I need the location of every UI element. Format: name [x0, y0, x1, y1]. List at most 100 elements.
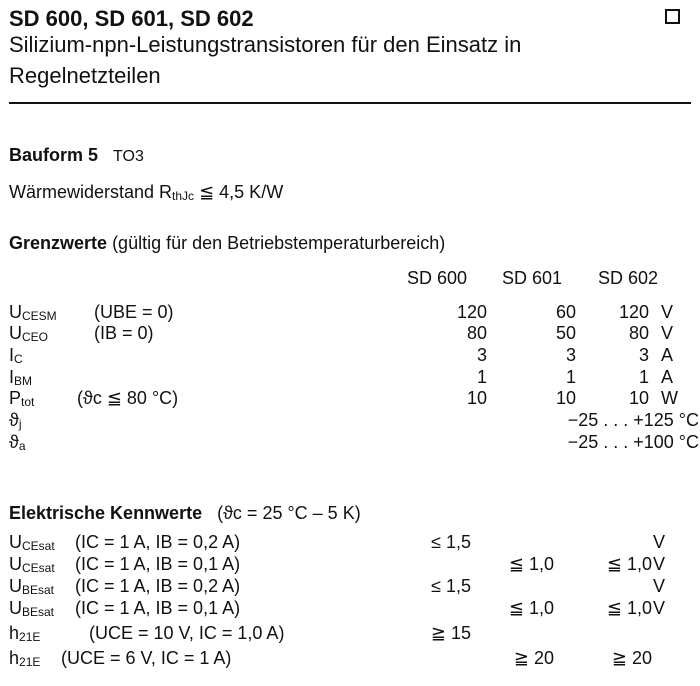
value-range: −25 . . . +100 °C	[567, 432, 699, 452]
unit: A	[661, 345, 674, 365]
thermal-value: ≦ 4,5 K/W	[199, 182, 284, 202]
value-sd600: 3	[476, 345, 487, 365]
symbol-subscript: j	[18, 417, 22, 431]
symbol-subscript: tot	[21, 395, 35, 409]
table-row: IBM 1 1 1 A	[9, 367, 699, 389]
value-sd602: 1	[638, 367, 649, 387]
table-row: UCEsat (IC = 1 A, IB = 0,1 A) ≦ 1,0 ≦ 1,0 V	[9, 554, 699, 576]
unit: V	[661, 323, 674, 343]
symbol-subscript: 21E	[19, 655, 41, 669]
symbol: U	[9, 532, 22, 552]
value-sd601: ≧ 20	[513, 648, 554, 668]
unit: V	[653, 576, 666, 596]
value-sd602: ≦ 1,0	[606, 598, 652, 618]
symbol: U	[9, 323, 22, 343]
row-condition: (IC = 1 A, IB = 0,2 A)	[75, 576, 241, 596]
symbol-subscript: BEsat	[22, 583, 55, 597]
table-row: UBEsat (IC = 1 A, IB = 0,2 A) ≤ 1,5 V	[9, 576, 699, 598]
unit: A	[661, 367, 674, 387]
symbol: U	[9, 576, 22, 596]
symbol-subscript: CESM	[22, 309, 57, 323]
table-row: h21E (UCE = 10 V, IC = 1,0 A) ≧ 15	[9, 623, 699, 645]
symbol-subscript: CEsat	[22, 561, 55, 575]
symbol-subscript: CEsat	[22, 539, 55, 553]
value-sd602: 3	[638, 345, 649, 365]
value-sd602: 120	[618, 302, 649, 322]
value-sd600: ≧ 15	[430, 623, 471, 643]
row-condition: (UBE = 0)	[94, 302, 174, 322]
symbol-subscript: BEsat	[22, 605, 55, 619]
bauform-label: Bauform 5	[9, 145, 99, 165]
row-symbol: UCEsat	[9, 532, 55, 553]
document-title: SD 600, SD 601, SD 602	[9, 6, 254, 31]
table-row: ϑj −25 . . . +125 °C	[9, 410, 699, 432]
value-range: −25 . . . +125 °C	[567, 410, 699, 430]
unit: V	[653, 532, 666, 552]
symbol: U	[9, 598, 22, 618]
grenzwerte-note: (gültig für den Betriebstemperaturbereic…	[112, 233, 446, 253]
symbol: ϑ	[9, 432, 19, 452]
table-row: UBEsat (IC = 1 A, IB = 0,1 A) ≦ 1,0 ≦ 1,0 V	[9, 598, 699, 620]
value-sd602: 80	[628, 323, 649, 343]
value-sd600: 10	[466, 388, 487, 408]
row-symbol: h21E	[9, 623, 40, 644]
subtitle-line1: Silizium-npn-Leistungstransistoren für d…	[9, 32, 522, 57]
value-sd601: 1	[565, 367, 576, 387]
subtitle-line2: Regelnetzteilen	[9, 63, 161, 88]
column-header-sd600: SD 600	[407, 268, 468, 288]
row-symbol: h21E	[9, 648, 40, 669]
symbol: I	[9, 367, 15, 387]
row-symbol: IBM	[9, 367, 32, 388]
value-sd601: 3	[565, 345, 576, 365]
row-symbol: UBEsat	[9, 576, 54, 597]
row-condition: (IC = 1 A, IB = 0,1 A)	[75, 598, 241, 618]
unit: V	[661, 302, 674, 322]
grenzwerte-title: Grenzwerte	[9, 233, 108, 253]
row-symbol: ϑj	[9, 410, 22, 431]
row-symbol: IC	[9, 345, 23, 366]
value-sd602: 10	[628, 388, 649, 408]
symbol-subscript: C	[14, 352, 23, 366]
thermal-sub: thJc	[172, 189, 195, 203]
symbol: ϑ	[9, 410, 19, 430]
symbol-subscript: a	[18, 439, 26, 453]
unit: V	[653, 598, 666, 618]
grenzwerte-heading: Grenzwerte (gültig für den Betriebstempe…	[9, 233, 445, 254]
table-row: IC 3 3 3 A	[9, 345, 699, 367]
value-sd601: 50	[555, 323, 576, 343]
symbol: P	[9, 388, 22, 408]
symbol: U	[9, 302, 22, 322]
bauform-value: TO3	[113, 148, 144, 165]
value-sd602: ≦ 1,0	[606, 554, 652, 574]
column-header-sd601: SD 601	[502, 268, 563, 288]
value-sd602: ≧ 20	[611, 648, 652, 668]
row-condition: (IC = 1 A, IB = 0,2 A)	[75, 532, 241, 552]
row-symbol: Ptot	[9, 388, 34, 409]
row-symbol: UCEO	[9, 323, 48, 344]
value-sd600: ≤ 1,5	[431, 576, 471, 596]
value-sd600: ≤ 1,5	[431, 532, 471, 552]
unit: V	[653, 554, 666, 574]
table-row: UCESM (UBE = 0) 120 60 120 V	[9, 302, 699, 324]
symbol-subscript: CEO	[22, 330, 49, 344]
value-sd601: 10	[555, 388, 576, 408]
value-sd601: ≦ 1,0	[508, 598, 554, 618]
value-sd601: 60	[555, 302, 576, 322]
symbol: h	[9, 648, 20, 668]
symbol-subscript: 21E	[19, 630, 41, 644]
symbol: I	[9, 345, 15, 365]
table-row: ϑa −25 . . . +100 °C	[9, 432, 699, 454]
thermal-resistance: Wärmewiderstand RthJc ≦ 4,5 K/W	[9, 182, 283, 203]
value-sd600: 1	[476, 367, 487, 387]
table-row: UCEO (IB = 0) 80 50 80 V	[9, 323, 699, 345]
value-sd600: 80	[466, 323, 487, 343]
table-row: Ptot (ϑc ≦ 80 °C) 10 10 10 W	[9, 388, 699, 410]
row-condition: (UCE = 10 V, IC = 1,0 A)	[89, 623, 285, 643]
row-symbol: ϑa	[9, 432, 26, 453]
symbol-subscript: BM	[14, 374, 33, 388]
row-condition: (UCE = 6 V, IC = 1 A)	[61, 648, 232, 668]
column-header-sd602: SD 602	[598, 268, 659, 288]
value-sd600: 120	[456, 302, 487, 322]
kennwerte-heading: Elektrische Kennwerte (ϑc = 25 °C – 5 K)	[9, 503, 361, 524]
divider	[9, 102, 691, 104]
